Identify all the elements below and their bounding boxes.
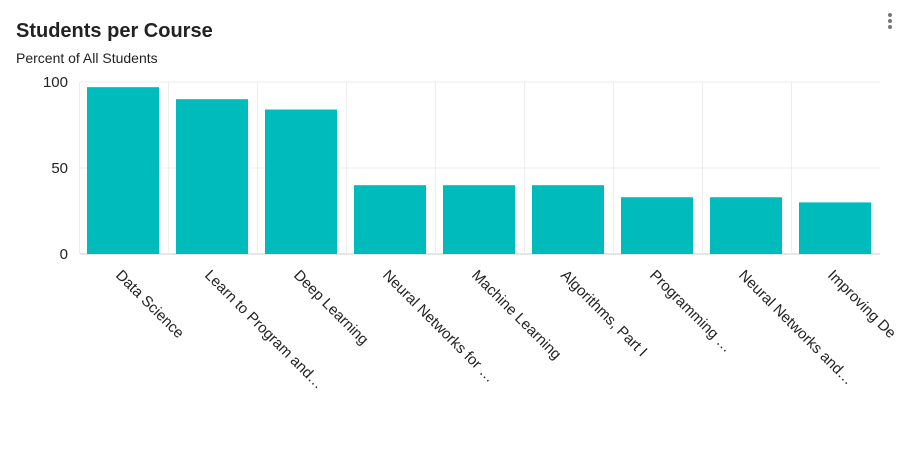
y-tick-label: 100: [43, 74, 68, 91]
bar[interactable]: [710, 197, 782, 254]
bar[interactable]: [354, 185, 426, 254]
bar[interactable]: [443, 185, 515, 254]
x-tick-label: Data Science: [112, 267, 187, 342]
more-vertical-icon[interactable]: [884, 12, 896, 30]
bar[interactable]: [87, 87, 159, 254]
bar[interactable]: [265, 109, 337, 255]
y-tick-label: 50: [51, 160, 68, 177]
x-tick-label: Algorithms, Part I: [557, 267, 650, 360]
bar[interactable]: [176, 99, 248, 254]
bar[interactable]: [621, 197, 693, 254]
x-tick-label: Deep Learning: [290, 267, 372, 349]
chart-title: Students per Course: [16, 20, 213, 42]
bar[interactable]: [532, 185, 604, 254]
bar[interactable]: [799, 202, 871, 254]
y-tick-label: 0: [60, 246, 68, 263]
chart-subtitle: Percent of All Students: [16, 50, 158, 66]
x-tick-label: Machine Learning: [468, 267, 564, 363]
x-tick-label: Programming …: [646, 267, 735, 356]
x-tick-label: Improving De: [824, 267, 899, 342]
